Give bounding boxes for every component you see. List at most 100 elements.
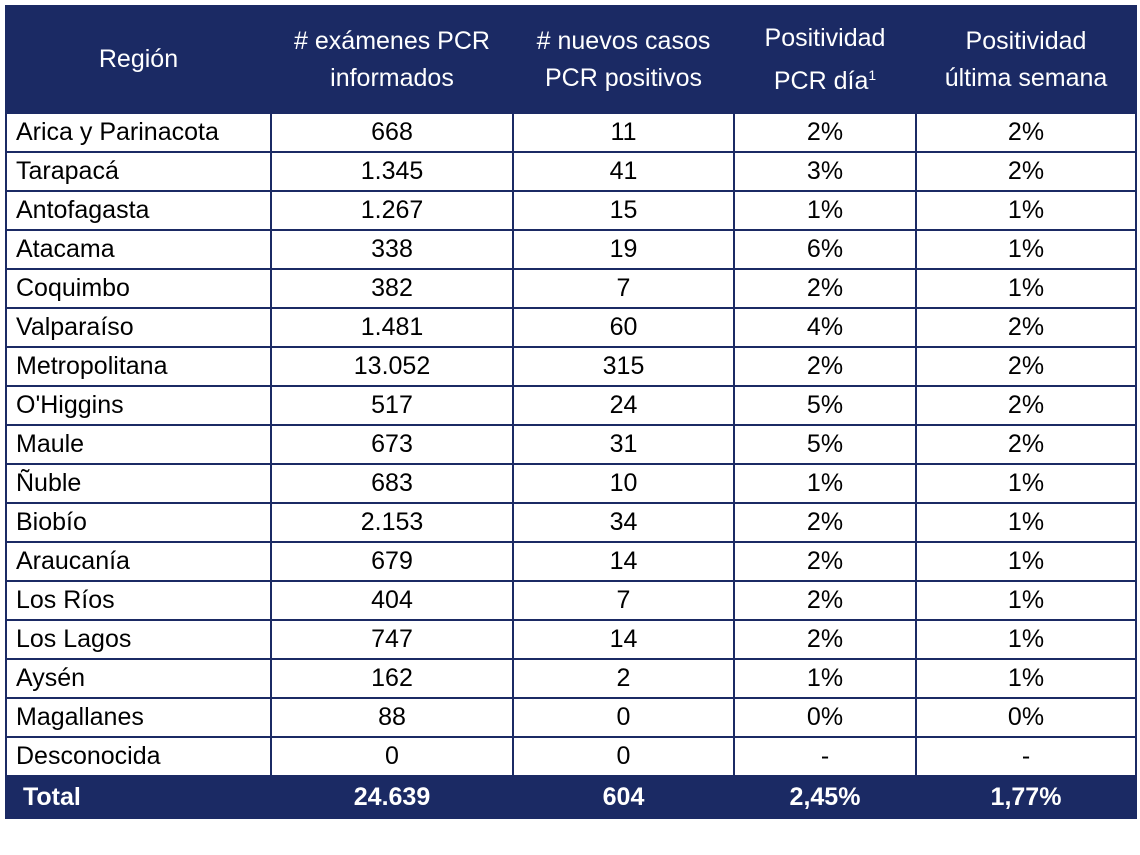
cell-tests: 2.153	[270, 502, 514, 543]
cell-positivity-week: -	[915, 736, 1137, 777]
table-row: Aysén 162 2 1% 1%	[5, 658, 1137, 699]
cell-positivity-day: 1%	[733, 463, 917, 504]
cell-new-cases: 0	[512, 736, 735, 777]
table-row: Los Lagos 747 14 2% 1%	[5, 619, 1137, 660]
cell-positivity-week: 1%	[915, 502, 1137, 543]
cell-positivity-day: 5%	[733, 385, 917, 426]
cell-positivity-week: 1%	[915, 229, 1137, 270]
cell-new-cases: 41	[512, 151, 735, 192]
cell-region: O'Higgins	[5, 385, 272, 426]
cell-positivity-day: -	[733, 736, 917, 777]
cell-positivity-week: 1%	[915, 580, 1137, 621]
cell-tests: 88	[270, 697, 514, 738]
header-new-cases: # nuevos casos PCR positivos	[512, 5, 735, 114]
total-row: Total 24.639 604 2,45% 1,77%	[5, 775, 1137, 819]
cell-positivity-week: 1%	[915, 268, 1137, 309]
cell-new-cases: 19	[512, 229, 735, 270]
table-row: Antofagasta 1.267 15 1% 1%	[5, 190, 1137, 231]
cell-tests: 673	[270, 424, 514, 465]
cell-region: Ñuble	[5, 463, 272, 504]
header-region: Región	[5, 5, 272, 114]
cell-new-cases: 10	[512, 463, 735, 504]
cell-positivity-day: 4%	[733, 307, 917, 348]
table-footer: Total 24.639 604 2,45% 1,77%	[5, 775, 1137, 819]
cell-tests: 683	[270, 463, 514, 504]
cell-positivity-week: 2%	[915, 112, 1137, 153]
cell-tests: 404	[270, 580, 514, 621]
header-positivity-day-line-2: PCR día1	[739, 57, 911, 100]
header-tests-line-1: # exámenes PCR	[294, 26, 490, 55]
cell-region: Desconocida	[5, 736, 272, 777]
cell-region: Los Lagos	[5, 619, 272, 660]
header-new-cases-line-2: PCR positivos	[545, 63, 702, 92]
cell-new-cases: 11	[512, 112, 735, 153]
cell-region: Tarapacá	[5, 151, 272, 192]
cell-positivity-day: 1%	[733, 658, 917, 699]
cell-positivity-day: 2%	[733, 580, 917, 621]
cell-positivity-day: 2%	[733, 346, 917, 387]
table-header: Región # exámenes PCR informados # nuevo…	[5, 5, 1137, 114]
cell-region: Los Ríos	[5, 580, 272, 621]
header-row: Región # exámenes PCR informados # nuevo…	[5, 5, 1137, 114]
cell-positivity-week: 2%	[915, 307, 1137, 348]
table-row: Arica y Parinacota 668 11 2% 2%	[5, 112, 1137, 153]
header-new-cases-line-1: # nuevos casos	[536, 26, 711, 55]
cell-positivity-day: 3%	[733, 151, 917, 192]
cell-positivity-day: 1%	[733, 190, 917, 231]
cell-tests: 679	[270, 541, 514, 582]
cell-positivity-day: 0%	[733, 697, 917, 738]
header-positivity-day-line-1: Positividad	[764, 23, 886, 52]
cell-new-cases: 31	[512, 424, 735, 465]
header-positivity-week-line-2: última semana	[944, 63, 1108, 92]
total-positivity-week: 1,77%	[915, 775, 1137, 819]
cell-new-cases: 14	[512, 541, 735, 582]
total-new-cases: 604	[512, 775, 735, 819]
cell-tests: 517	[270, 385, 514, 426]
table-row: Magallanes 88 0 0% 0%	[5, 697, 1137, 738]
cell-positivity-day: 2%	[733, 502, 917, 543]
cell-positivity-day: 2%	[733, 619, 917, 660]
table-row: Ñuble 683 10 1% 1%	[5, 463, 1137, 504]
table-row: Desconocida 0 0- -	[5, 736, 1137, 777]
cell-positivity-day: 2%	[733, 541, 917, 582]
table-row: O'Higgins 517 24 5% 2%	[5, 385, 1137, 426]
total-tests: 24.639	[270, 775, 514, 819]
cell-region: Araucanía	[5, 541, 272, 582]
header-region-label: Región	[98, 45, 179, 73]
cell-region: Antofagasta	[5, 190, 272, 231]
header-tests-line-2: informados	[330, 63, 454, 92]
table-body: Arica y Parinacota 668 11 2% 2% Tarapacá 1.345…	[5, 112, 1137, 777]
cell-region: Magallanes	[5, 697, 272, 738]
cell-region: Biobío	[5, 502, 272, 543]
cell-new-cases: 24	[512, 385, 735, 426]
cell-new-cases: 7	[512, 268, 735, 309]
cell-region: Metropolitana	[5, 346, 272, 387]
cell-region: Aysén	[5, 658, 272, 699]
cell-tests: 0	[270, 736, 514, 777]
table-row: Metropolitana 13.052 315 2% 2%	[5, 346, 1137, 387]
cell-tests: 13.052	[270, 346, 514, 387]
cell-new-cases: 315	[512, 346, 735, 387]
cell-tests: 382	[270, 268, 514, 309]
footnote-marker: 1	[868, 66, 877, 83]
cell-new-cases: 60	[512, 307, 735, 348]
header-positivity-week-line-1: Positividad	[965, 26, 1087, 55]
cell-positivity-week: 2%	[915, 151, 1137, 192]
cell-tests: 1.267	[270, 190, 514, 231]
table-row: Tarapacá 1.345 41 3% 2%	[5, 151, 1137, 192]
cell-positivity-day: 5%	[733, 424, 917, 465]
total-positivity-day: 2,45%	[733, 775, 917, 819]
cell-positivity-week: 1%	[915, 619, 1137, 660]
table-row: Biobío 2.153 34 2% 1%	[5, 502, 1137, 543]
cell-positivity-week: 1%	[915, 658, 1137, 699]
cell-tests: 1.345	[270, 151, 514, 192]
cell-positivity-day: 2%	[733, 112, 917, 153]
cell-region: Valparaíso	[5, 307, 272, 348]
cell-positivity-week: 2%	[915, 346, 1137, 387]
cell-positivity-week: 1%	[915, 463, 1137, 504]
cell-new-cases: 15	[512, 190, 735, 231]
cell-new-cases: 34	[512, 502, 735, 543]
cell-positivity-week: 1%	[915, 541, 1137, 582]
total-label: Total	[5, 775, 272, 819]
cell-positivity-week: 2%	[915, 385, 1137, 426]
